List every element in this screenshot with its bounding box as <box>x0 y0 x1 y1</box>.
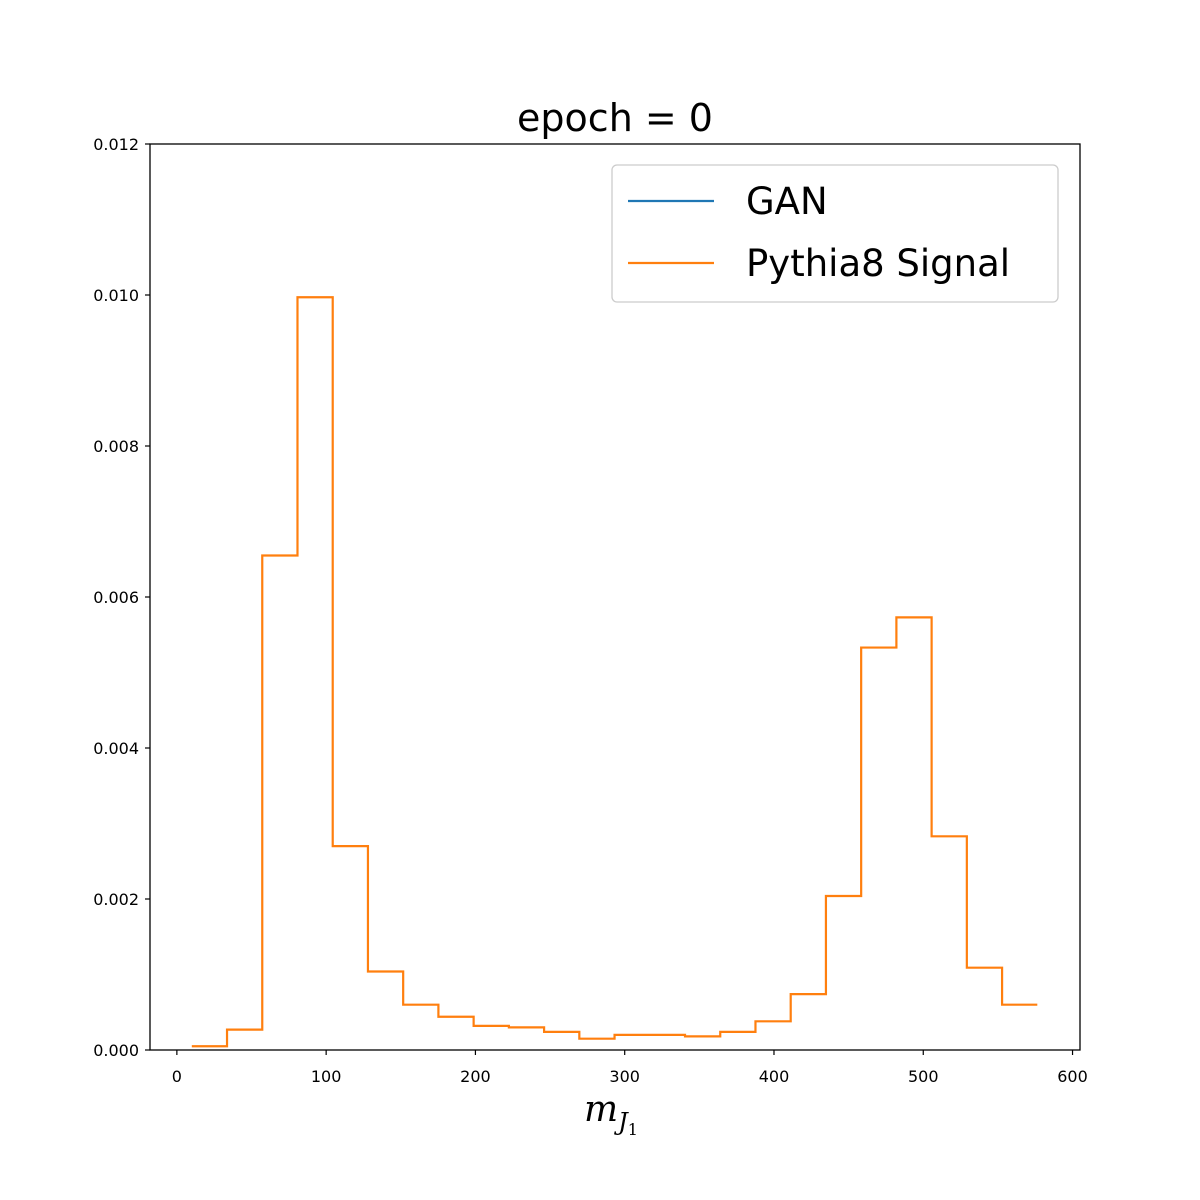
x-tick-label-5: 500 <box>908 1067 939 1086</box>
legend-label-pythia8-signal: Pythia8 Signal <box>746 242 1010 285</box>
chart-title: epoch = 0 <box>517 96 713 140</box>
y-tick-label-2: 0.004 <box>93 739 139 758</box>
y-tick-label-1: 0.002 <box>93 890 139 909</box>
x-tick-label-1: 100 <box>311 1067 342 1086</box>
x-axis-label: mJ1 <box>584 1089 638 1139</box>
x-axis-label-subsub: 1 <box>628 1120 638 1139</box>
y-tick-label-4: 0.008 <box>93 437 139 456</box>
y-tick-label-6: 0.012 <box>93 135 139 154</box>
x-tick-label-0: 0 <box>172 1067 182 1086</box>
x-axis-label-main: m <box>584 1089 618 1130</box>
y-tick-label-3: 0.006 <box>93 588 139 607</box>
legend-box <box>611 164 1059 303</box>
legend: GAN Pythia8 Signal <box>611 164 1059 303</box>
x-tick-label-3: 300 <box>609 1067 640 1086</box>
legend-label-gan: GAN <box>746 180 828 223</box>
x-axis: 0 100 200 300 400 500 600 <box>172 1050 1088 1086</box>
series-layer <box>191 296 1038 1048</box>
y-axis: 0.000 0.002 0.004 0.006 0.008 0.010 0.012 <box>93 135 150 1060</box>
x-tick-label-6: 600 <box>1057 1067 1088 1086</box>
x-tick-label-2: 200 <box>460 1067 491 1086</box>
y-tick-label-0: 0.000 <box>93 1041 139 1060</box>
series-line-pythia8-signal <box>191 296 1038 1048</box>
y-tick-label-5: 0.010 <box>93 286 139 305</box>
x-tick-label-4: 400 <box>759 1067 790 1086</box>
